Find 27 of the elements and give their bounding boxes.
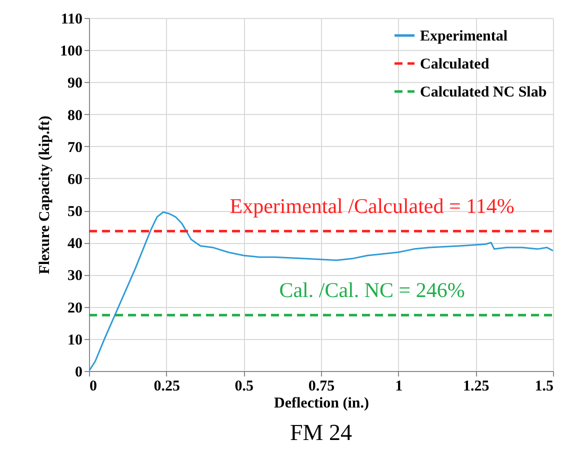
y-tick-label: 60 bbox=[68, 172, 82, 188]
y-tick-label: 50 bbox=[68, 204, 82, 220]
text: FM 24 bbox=[290, 420, 352, 445]
y-tick-label: 20 bbox=[68, 300, 82, 316]
y-axis-title: Flexure Capacity (kip.ft) bbox=[37, 116, 53, 274]
y-tick-label: 100 bbox=[60, 44, 82, 60]
legend-label: Calculated NC Slab bbox=[420, 84, 547, 100]
x-tick-label: 1.25 bbox=[463, 378, 490, 394]
annotation: Experimental /Calculated = 114% bbox=[230, 194, 514, 218]
y-tick-label: 110 bbox=[60, 12, 82, 28]
annotation: Cal. /Cal. NC = 246% bbox=[279, 278, 465, 302]
x-tick-label: 1.5 bbox=[534, 378, 554, 394]
y-tick-label: 80 bbox=[68, 108, 82, 124]
y-tick-label: 10 bbox=[68, 332, 82, 348]
x-tick-label: 0 bbox=[90, 378, 97, 394]
y-tick-label: 40 bbox=[68, 236, 82, 252]
y-tick-label: 90 bbox=[68, 76, 82, 92]
x-tick-label: 0.5 bbox=[234, 378, 254, 394]
x-tick-label: 0.25 bbox=[154, 378, 180, 394]
x-tick-label: 0.75 bbox=[308, 378, 335, 394]
x-axis-title: Deflection (in.) bbox=[274, 396, 369, 412]
y-tick-label: 70 bbox=[68, 140, 82, 156]
legend-label: Calculated bbox=[420, 56, 490, 72]
legend-label: Experimental bbox=[420, 28, 508, 44]
y-tick-label: 0 bbox=[75, 364, 82, 380]
y-tick-label: 30 bbox=[68, 268, 82, 284]
x-tick-label: 1 bbox=[395, 378, 403, 394]
